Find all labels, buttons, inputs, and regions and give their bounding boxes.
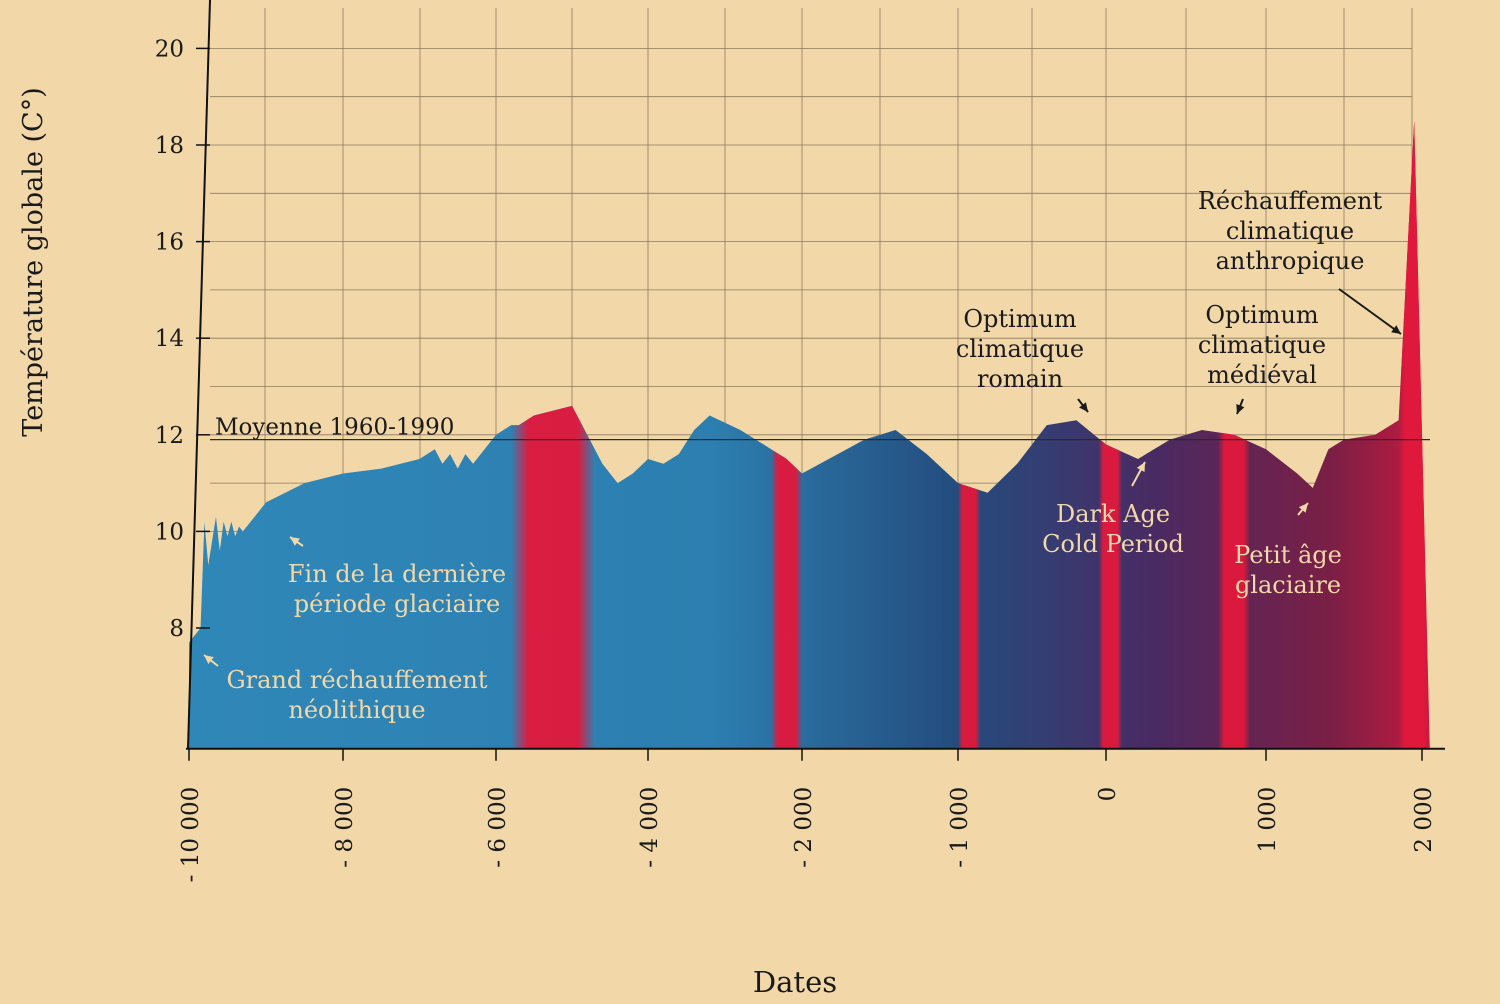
x-tick-label: 2 000	[1411, 787, 1437, 853]
x-tick-label: - 8 000	[332, 787, 358, 868]
y-tick-label: 8	[169, 616, 184, 642]
annotation-text: Réchauffement climatique anthropique	[1198, 187, 1383, 275]
x-tick-label: - 6 000	[485, 787, 511, 868]
annotation-dark: Dark Age Cold Period	[1042, 461, 1184, 558]
annotation-romain: Optimum climatique romain	[956, 305, 1089, 413]
y-tick-label: 14	[155, 326, 184, 352]
y-axis-label: Température globale (C°)	[18, 87, 49, 436]
annotation-arrow	[1338, 288, 1402, 335]
annotation-text: Petit âge glaciaire	[1234, 541, 1342, 599]
annotation-anthro: Réchauffement climatique anthropique	[1198, 187, 1402, 335]
annotation-petit: Petit âge glaciaire	[1234, 502, 1342, 599]
y-tick-label: 16	[155, 230, 184, 256]
annotation-text: Grand réchauffement néolithique	[226, 666, 487, 724]
y-tick-labels: 8 10 12 14 16 18 20	[155, 36, 210, 642]
y-axis	[187, 0, 211, 749]
x-tick-label: - 10 000	[178, 787, 204, 883]
x-tick-labels: - 10 000 - 8 000 - 6 000 - 4 000 - 2 000 - 1 …	[178, 748, 1437, 883]
warm-band	[771, 120, 802, 749]
warm-band	[1398, 120, 1430, 749]
annotation-arrowhead	[1298, 503, 1308, 513]
warm-band	[511, 120, 595, 749]
annotation-text: Fin de la dernière période glaciaire	[288, 560, 506, 618]
annotation-arrowhead	[204, 655, 214, 664]
annotations: Grand réchauffement néolithique Fin de la …	[203, 187, 1402, 724]
annotation-arrowhead	[1079, 402, 1088, 412]
y-tick-label: 12	[155, 423, 184, 449]
x-tick-label: - 4 000	[637, 787, 663, 868]
annotation-text: Optimum climatique romain	[956, 305, 1084, 393]
annotation-grand: Grand réchauffement néolithique	[203, 654, 488, 724]
annotation-text: Optimum climatique médiéval	[1198, 301, 1326, 389]
annotation-arrowhead	[1136, 462, 1145, 472]
y-tick-label: 20	[155, 36, 184, 62]
x-tick-label: 0	[1095, 787, 1121, 802]
annotation-arrowhead	[290, 537, 300, 546]
annotation-arrowhead	[1236, 404, 1245, 414]
reference-line-label: Moyenne 1960-1990	[215, 415, 454, 441]
warm-band	[1098, 120, 1122, 749]
annotation-text: Dark Age Cold Period	[1042, 500, 1184, 558]
x-tick-label: - 2 000	[791, 787, 817, 868]
annotation-medieval: Optimum climatique médiéval	[1198, 301, 1326, 415]
y-tick-label: 10	[155, 519, 184, 545]
annotation-fin: Fin de la dernière période glaciaire	[288, 536, 506, 618]
x-tick-label: 1 000	[1255, 787, 1281, 853]
y-tick-label: 18	[155, 133, 184, 159]
x-axis-label: Dates	[753, 965, 837, 999]
x-tick-label: - 1 000	[947, 787, 973, 868]
annotation-arrowhead	[1391, 325, 1401, 334]
